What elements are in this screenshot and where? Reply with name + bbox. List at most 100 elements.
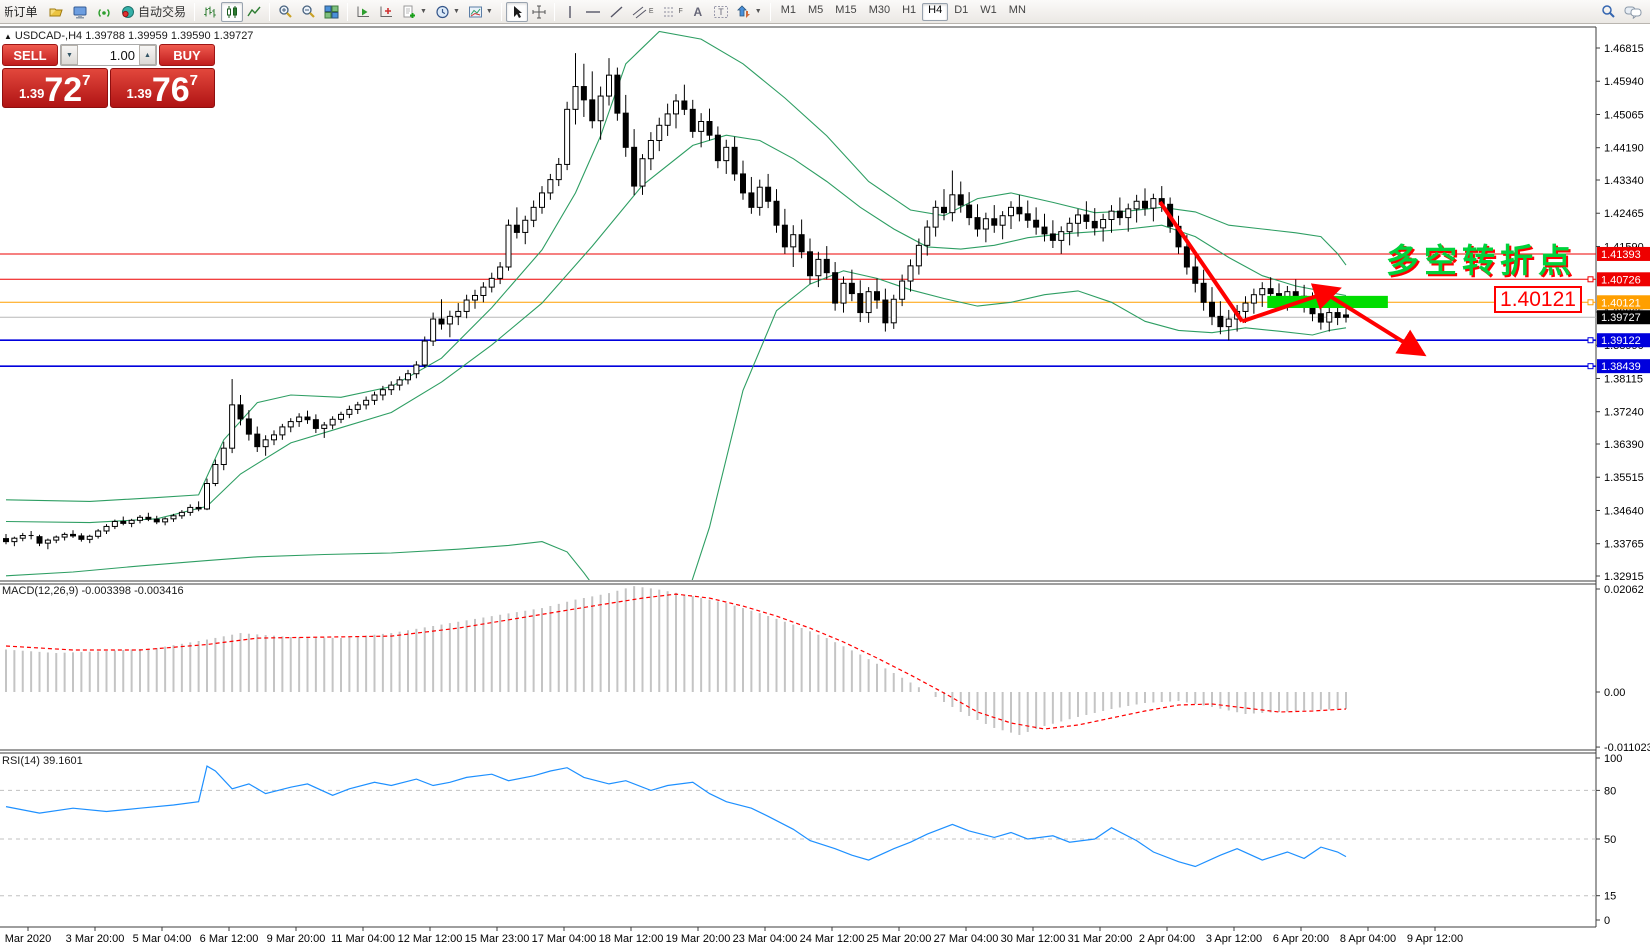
chat-button[interactable] <box>1620 2 1646 22</box>
indicators-button[interactable]: ▼ <box>398 2 431 22</box>
timeframe-m30[interactable]: M30 <box>868 3 891 16</box>
buy-price-display[interactable]: 1.39 76 7 <box>109 68 215 108</box>
buy-price-sup: 7 <box>189 72 198 89</box>
chart-profiles-button[interactable] <box>44 2 68 22</box>
timeframe-mn[interactable]: MN <box>1008 3 1026 16</box>
svg-text:5 Mar 04:00: 5 Mar 04:00 <box>133 933 192 945</box>
bollinger-lower-line <box>5 270 1347 580</box>
svg-text:1.38115: 1.38115 <box>1604 373 1643 385</box>
auto-trading-button[interactable]: 自动交易 <box>116 2 190 22</box>
text-tool-icon: A <box>693 4 703 19</box>
svg-text:6 Mar 12:00: 6 Mar 12:00 <box>200 933 259 945</box>
rsi-line <box>5 765 1347 868</box>
svg-text:15 Mar 23:00: 15 Mar 23:00 <box>465 933 530 945</box>
market-watch-button[interactable] <box>68 2 92 22</box>
bar-chart-button[interactable] <box>199 2 221 22</box>
channel-tool[interactable]: E <box>628 2 658 22</box>
svg-text:30 Mar 12:00: 30 Mar 12:00 <box>1001 933 1066 945</box>
zoom-in-button[interactable] <box>274 2 297 22</box>
svg-text:50: 50 <box>1604 834 1616 846</box>
svg-text:23 Mar 04:00: 23 Mar 04:00 <box>733 933 798 945</box>
signal-icon <box>98 8 110 17</box>
candlestick-chart-button[interactable] <box>221 1 244 22</box>
buy-price-prefix: 1.39 <box>126 86 152 101</box>
svg-text:18 Mar 12:00: 18 Mar 12:00 <box>599 933 664 945</box>
rsi-panel: 100 80 50 15 0 <box>0 753 1622 927</box>
svg-text:1.38439: 1.38439 <box>1601 361 1641 373</box>
macd-panel: 0.02062 0.00 -0.011023 <box>5 584 1650 754</box>
price-callout-box[interactable]: 1.40121 <box>1494 286 1582 313</box>
new-order-button[interactable]: 新订单 <box>4 2 44 22</box>
auto-scroll-button[interactable] <box>352 2 375 22</box>
vertical-line-tool[interactable] <box>559 2 581 22</box>
svg-text:Mar 2020: Mar 2020 <box>5 933 51 945</box>
svg-text:1.39727: 1.39727 <box>1601 312 1641 324</box>
svg-text:27 Mar 04:00: 27 Mar 04:00 <box>934 933 999 945</box>
arrows-tool[interactable]: ▼ <box>733 2 766 22</box>
line-chart-icon <box>247 6 261 16</box>
sell-button[interactable]: SELL <box>2 44 58 66</box>
cursor-tool-button[interactable] <box>505 1 528 22</box>
text-tool[interactable]: A <box>687 2 709 22</box>
svg-text:1.33765: 1.33765 <box>1604 539 1644 551</box>
fibo-letter: F <box>678 8 683 15</box>
svg-text:1.36390: 1.36390 <box>1604 439 1644 451</box>
volume-increase-button[interactable]: ▲ <box>139 45 156 65</box>
tile-windows-button[interactable] <box>320 2 343 22</box>
chart-shift-button[interactable] <box>375 2 398 22</box>
volume-decrease-button[interactable]: ▼ <box>61 45 78 65</box>
svg-text:11 Mar 04:00: 11 Mar 04:00 <box>331 933 395 945</box>
turning-point-annotation[interactable]: 多空转折点 <box>1386 242 1576 279</box>
volume-input[interactable] <box>78 45 139 65</box>
svg-text:1.45940: 1.45940 <box>1604 76 1644 88</box>
trendline-icon <box>610 5 623 18</box>
timeframe-d1[interactable]: D1 <box>954 3 969 16</box>
rsi-indicator-label: RSI(14) 39.1601 <box>2 755 83 767</box>
volume-stepper: ▼ ▲ <box>60 44 157 66</box>
svg-text:17 Mar 04:00: 17 Mar 04:00 <box>532 933 597 945</box>
clock-icon <box>436 5 449 18</box>
text-label-tool[interactable]: T <box>709 2 733 22</box>
crosshair-icon <box>532 5 546 18</box>
search-button[interactable] <box>1597 2 1620 22</box>
timeframe-h1[interactable]: H1 <box>902 3 917 16</box>
trend-arrows[interactable] <box>1158 200 1427 357</box>
timeframe-w1[interactable]: W1 <box>980 3 997 16</box>
timeframe-h4[interactable]: H4 <box>922 2 949 21</box>
horizontal-line-tool[interactable] <box>581 2 605 22</box>
templates-button[interactable]: ▼ <box>464 2 497 22</box>
periods-button[interactable]: ▼ <box>431 2 464 22</box>
monitor-icon <box>73 6 87 18</box>
svg-text:0: 0 <box>1604 915 1610 927</box>
tile-windows-icon <box>324 5 339 18</box>
sell-price-display[interactable]: 1.39 72 7 <box>2 68 108 108</box>
sell-price-sup: 7 <box>82 72 91 89</box>
time-axis: Mar 2020 3 Mar 20:00 5 Mar 04:00 6 Mar 12:0… <box>5 927 1463 945</box>
buy-button[interactable]: BUY <box>159 44 215 66</box>
label-box-icon: T <box>713 5 728 18</box>
zoom-out-button[interactable] <box>297 2 320 22</box>
chevron-down-icon: ▼ <box>420 8 427 15</box>
svg-text:9 Apr 12:00: 9 Apr 12:00 <box>1407 933 1463 945</box>
ohlc-bars-icon <box>204 6 216 17</box>
svg-text:2 Apr 04:00: 2 Apr 04:00 <box>1139 933 1195 945</box>
svg-text:25 Mar 20:00: 25 Mar 20:00 <box>867 933 932 945</box>
timeframe-m5[interactable]: M5 <box>808 3 824 16</box>
crosshair-tool-button[interactable] <box>528 2 550 22</box>
channel-icon <box>632 6 647 18</box>
channel-letter: E <box>648 8 654 15</box>
signals-button[interactable] <box>92 2 116 22</box>
timeframe-m1[interactable]: M1 <box>780 3 796 16</box>
zoom-out-icon <box>302 5 315 18</box>
auto-trading-label: 自动交易 <box>138 5 187 19</box>
arrows-shapes-icon <box>736 4 750 18</box>
svg-text:0.02062: 0.02062 <box>1604 584 1644 596</box>
line-chart-button[interactable] <box>243 2 265 22</box>
trendline-tool[interactable] <box>605 2 628 22</box>
svg-text:1.35515: 1.35515 <box>1604 472 1644 484</box>
timeframe-m15[interactable]: M15 <box>835 3 857 16</box>
fibonacci-tool[interactable]: F <box>658 2 687 22</box>
svg-text:1.40726: 1.40726 <box>1601 274 1641 286</box>
